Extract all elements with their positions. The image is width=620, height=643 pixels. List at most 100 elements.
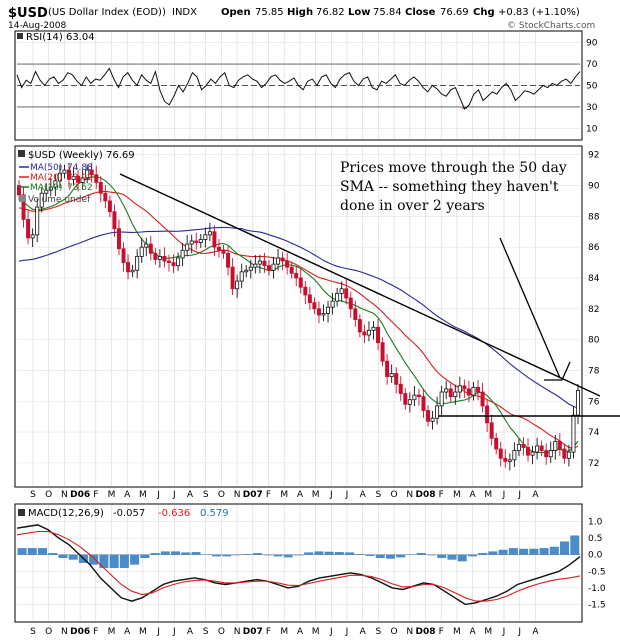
rsi-layer [16, 63, 581, 110]
price-panel [14, 145, 583, 488]
candle-body [430, 417, 435, 422]
candle-body [98, 182, 103, 194]
x-tick-label-macd: A [360, 627, 367, 637]
candle-body [280, 257, 285, 262]
volume-legend-swatch [19, 195, 26, 202]
x-tick-label-price: F [439, 490, 444, 500]
x-tick-label-macd: M [312, 627, 320, 637]
rsi-label: RSI(14) 63.04 [26, 32, 95, 43]
candle-body [239, 271, 244, 282]
price-title: $USD (Weekly) 76.69 [28, 150, 135, 161]
candle-body [544, 450, 549, 458]
candle-body [235, 280, 240, 290]
x-tick-label-macd: J [502, 627, 506, 637]
candle-body [53, 180, 58, 188]
candle-body [262, 260, 267, 267]
macd-histogram-bar [467, 554, 477, 557]
candle-body [298, 277, 303, 288]
macd-layer [16, 524, 581, 606]
candle-body [89, 169, 94, 176]
price-tick-label: 86 [588, 243, 600, 253]
ma20-line [18, 190, 579, 449]
macd-histogram-bar [263, 554, 273, 556]
candle-body [135, 256, 140, 271]
x-tick-label-price: A [360, 490, 367, 500]
x-tick-label-macd: J [517, 627, 521, 637]
macd-histogram-bar [181, 552, 191, 555]
high-label: High [287, 7, 313, 18]
axis-layer: SSOONND06D06FFMMAAMMJJJJAASSOONND07D07FF… [30, 39, 606, 637]
macd-histogram-bar [375, 554, 385, 559]
x-tick-label-macd: D06 [70, 627, 90, 637]
macd-histogram-bar [519, 548, 529, 555]
candle-body [335, 292, 340, 302]
candle-body [362, 331, 367, 336]
x-tick-label-price: J [329, 490, 333, 500]
macd-histogram-bar [68, 554, 78, 560]
candle-body [307, 294, 312, 304]
macd-histogram-bar [570, 535, 580, 555]
candle-body [185, 243, 190, 251]
x-tick-label-price: A [297, 490, 304, 500]
candle-body [148, 243, 153, 254]
macd-histogram-bar [160, 551, 170, 555]
x-tick-label-macd: S [203, 627, 209, 637]
candle-body [157, 256, 162, 260]
rsi-tick-label: 50 [586, 82, 598, 92]
x-tick-label-macd: F [266, 627, 271, 637]
candle-body [389, 373, 394, 377]
candle-body [16, 185, 21, 196]
macd-histogram-bar [355, 554, 365, 555]
macd-histogram-bar [498, 549, 508, 555]
ma50-legend-name: MA(50) [30, 163, 62, 173]
candle-body [439, 391, 444, 407]
rsi-tick-label: 70 [586, 60, 598, 70]
x-tick-label-macd: J [172, 627, 176, 637]
symbol-description: (US Dollar Index (EOD)) [48, 7, 166, 18]
candle-body [171, 262, 176, 267]
annotation-line-1: Prices move through the 50 day [340, 160, 567, 176]
x-tick-label-price: N [406, 490, 413, 500]
x-tick-label-price: O [45, 490, 52, 500]
macd-histogram-bar [406, 554, 416, 555]
candle-body [153, 252, 158, 260]
x-tick-label-price: F [266, 490, 271, 500]
candle-body [126, 262, 131, 273]
annotation-arrow [499, 237, 561, 379]
candle-body [539, 445, 544, 451]
ma10-legend-name: MA(10) [30, 183, 62, 193]
candle-body [521, 443, 526, 448]
candle-body [44, 189, 49, 194]
macd-histogram-bar [508, 548, 518, 555]
macd-histogram-bar [17, 548, 27, 555]
candle-body [471, 386, 476, 396]
macd-histogram-bar [549, 546, 559, 555]
x-tick-label-macd: D07 [243, 627, 263, 637]
x-tick-label-price: F [93, 490, 98, 500]
x-tick-label-macd: A [297, 627, 304, 637]
candle-body [344, 288, 349, 299]
exchange: INDX [172, 7, 197, 18]
x-tick-label-price: M [312, 490, 320, 500]
rsi-tick-label: 30 [586, 103, 598, 113]
x-tick-label-price: D06 [70, 490, 90, 500]
ma10-legend-value: 73.52 [67, 183, 93, 193]
candle-body [276, 257, 281, 265]
price-tick-label: 78 [588, 366, 600, 376]
macd-signal-line [16, 530, 581, 602]
x-tick-label-macd: M [453, 627, 461, 637]
macd-histogram-bar [488, 551, 498, 555]
macd-histogram-bar [386, 554, 396, 559]
macd-histogram-bar [365, 554, 375, 557]
candle-body [85, 169, 90, 179]
close-value: 76.69 [440, 7, 469, 18]
candle-body [576, 390, 581, 416]
x-tick-label-macd: A [470, 627, 477, 637]
x-tick-label-macd: D08 [416, 627, 436, 637]
candle-body [398, 383, 403, 394]
candle-body [380, 342, 385, 362]
candle-body [512, 450, 517, 461]
candle-body [357, 319, 362, 333]
macd-histogram-bar [222, 554, 232, 557]
macd-panel [14, 503, 583, 623]
